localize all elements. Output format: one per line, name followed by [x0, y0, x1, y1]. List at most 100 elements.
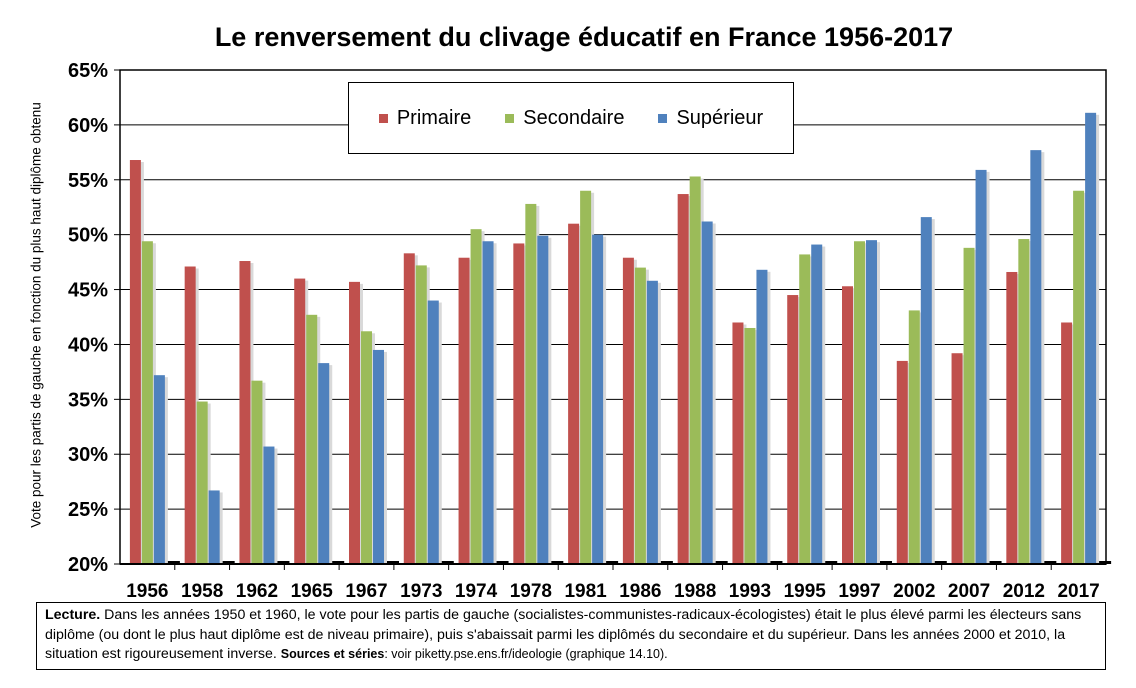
bar-supérieur-2007 [975, 169, 987, 565]
x-tick-label: 2012 [1003, 581, 1045, 600]
baseline-marker [167, 561, 180, 564]
legend-label-secondaire: Secondaire [523, 106, 625, 129]
x-tick-label: 1956 [126, 581, 168, 600]
baseline-marker [880, 561, 892, 564]
bar-primaire-1962 [239, 261, 251, 564]
bar-primaire-1967 [349, 281, 360, 564]
legend-swatch-superieur [658, 113, 668, 123]
y-tick-label: 45% [68, 280, 108, 302]
bar-primaire-2002 [896, 360, 908, 564]
baseline-marker [715, 561, 728, 564]
bar-supérieur-2012 [1030, 150, 1042, 565]
baseline-marker [989, 561, 1002, 564]
bar-supérieur-1962 [263, 446, 275, 564]
x-tick-label: 1958 [181, 581, 223, 600]
y-tick-label: 20% [68, 554, 108, 576]
legend-item-secondaire: Secondaire [505, 107, 624, 130]
y-tick-label: 55% [68, 170, 108, 192]
bar-primaire-1997 [842, 286, 853, 564]
x-tick-label: 1986 [619, 581, 661, 600]
chart-title: Le renversement du clivage éducatif en F… [214, 22, 954, 52]
bar-primaire-1981 [568, 223, 580, 564]
bar-secondaire-1978 [525, 203, 537, 564]
y-tick-label: 60% [68, 115, 108, 137]
bar-secondaire-1965 [306, 314, 318, 564]
bar-secondaire-2012 [1018, 239, 1030, 564]
baseline-marker [387, 561, 399, 564]
x-tick-label: 2007 [948, 581, 990, 600]
x-tick-label: 2002 [893, 581, 935, 600]
bar-primaire-1965 [294, 278, 306, 564]
bar-primaire-2012 [1006, 271, 1018, 564]
bar-secondaire-1997 [854, 241, 865, 564]
bar-secondaire-1993 [744, 327, 756, 564]
bar-supérieur-1974 [482, 241, 494, 564]
reading-note: Lecture. Dans les années 1950 et 1960, l… [36, 602, 1106, 670]
bar-secondaire-1988 [689, 176, 701, 565]
legend: Primaire Secondaire Supérieur [348, 82, 794, 154]
bar-supérieur-1978 [537, 235, 549, 564]
bar-secondaire-2007 [963, 247, 975, 564]
legend-swatch-primaire [378, 113, 388, 123]
bar-primaire-2017 [1061, 322, 1073, 564]
bar-secondaire-1986 [634, 267, 646, 564]
legend-item-primaire: Primaire [378, 107, 471, 130]
bar-supérieur-1993 [756, 269, 768, 564]
bar-supérieur-1958 [208, 490, 220, 564]
bar-primaire-1958 [184, 266, 196, 564]
x-tick-label: 1995 [784, 581, 827, 600]
y-tick-label: 50% [68, 225, 108, 247]
bar-primaire-1973 [403, 253, 415, 564]
bar-secondaire-1974 [470, 229, 482, 564]
x-tick-label: 1993 [729, 581, 771, 600]
bar-supérieur-1981 [592, 234, 604, 564]
baseline-marker [1044, 561, 1057, 564]
baseline-marker [1099, 561, 1112, 564]
bar-secondaire-1973 [415, 265, 427, 564]
bar-primaire-1995 [787, 295, 799, 564]
sources-text: : voir piketty.pse.ens.fr/ideologie (gra… [384, 647, 668, 661]
baseline-marker [441, 561, 454, 564]
baseline-marker [770, 561, 783, 564]
baseline-marker [660, 561, 673, 564]
y-tick-label: 35% [68, 389, 108, 411]
bar-secondaire-1958 [196, 401, 208, 564]
bar-secondaire-2017 [1073, 190, 1085, 564]
bar-primaire-1988 [677, 194, 689, 564]
bar-supérieur-1997 [866, 240, 877, 564]
bar-supérieur-2002 [920, 217, 932, 564]
baseline-marker [825, 561, 838, 564]
bar-secondaire-2002 [908, 310, 920, 564]
bar-supérieur-1956 [153, 375, 165, 564]
x-tick-label: 1978 [510, 581, 552, 600]
y-tick-label: 25% [68, 499, 108, 521]
x-tick-label: 1997 [838, 581, 880, 600]
bar-supérieur-1965 [318, 363, 330, 564]
bar-primaire-1993 [732, 322, 744, 564]
x-tick-label: 1965 [291, 581, 334, 600]
lecture-label: Lecture. [45, 607, 101, 623]
baseline-marker [934, 561, 947, 564]
bar-secondaire-1956 [141, 241, 153, 564]
bar-supérieur-1986 [646, 280, 658, 564]
legend-swatch-secondaire [505, 113, 515, 123]
legend-item-superieur: Supérieur [658, 107, 763, 130]
x-tick-label: 1967 [345, 581, 387, 600]
chart-plot: 20% 25% 30% 35% 40% 45% 50% 55% 60% 65% 1956 1958 19… [68, 60, 1112, 600]
legend-label-superieur: Supérieur [676, 106, 764, 129]
baseline-marker [496, 561, 509, 564]
bar-supérieur-1995 [811, 244, 823, 564]
lecture-text: Dans les années 1950 et 1960, le vote po… [45, 607, 1082, 662]
bar-secondaire-1981 [580, 190, 592, 564]
x-tick-label: 2017 [1057, 581, 1099, 600]
bar-supérieur-1967 [373, 349, 384, 564]
baseline-marker [551, 561, 564, 564]
bar-supérieur-2017 [1085, 112, 1097, 565]
bar-secondaire-1995 [799, 254, 811, 564]
baseline-marker [277, 561, 290, 564]
bar-primaire-1974 [458, 257, 470, 564]
x-tick-label: 1973 [400, 581, 442, 600]
y-tick-label: 30% [68, 444, 108, 466]
bar-supérieur-1973 [427, 300, 439, 564]
baseline-marker [222, 561, 235, 564]
